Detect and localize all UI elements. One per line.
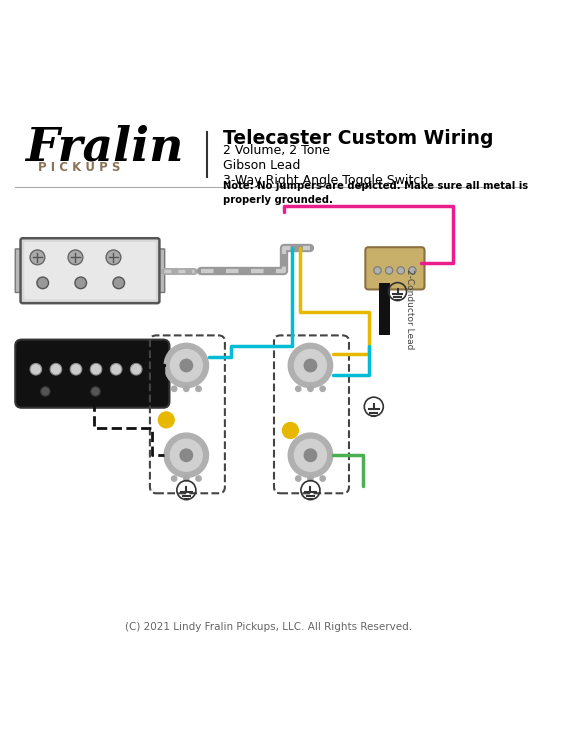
Text: 3-Way Right Angle Toggle Switch: 3-Way Right Angle Toggle Switch	[223, 174, 428, 187]
FancyBboxPatch shape	[20, 238, 159, 303]
Circle shape	[130, 364, 142, 375]
Circle shape	[288, 344, 332, 388]
Circle shape	[170, 350, 202, 382]
Circle shape	[320, 476, 325, 482]
Circle shape	[295, 476, 301, 482]
Text: P I C K U P S: P I C K U P S	[38, 161, 121, 174]
Circle shape	[158, 412, 174, 428]
Circle shape	[288, 433, 332, 478]
Circle shape	[70, 364, 82, 375]
Circle shape	[50, 364, 62, 375]
Circle shape	[90, 364, 102, 375]
Circle shape	[308, 386, 313, 392]
Circle shape	[283, 422, 298, 438]
Text: Gibson Lead: Gibson Lead	[223, 159, 301, 172]
Text: Fralin: Fralin	[25, 125, 184, 171]
Circle shape	[184, 386, 189, 392]
FancyBboxPatch shape	[24, 242, 156, 299]
Circle shape	[171, 476, 177, 482]
Circle shape	[37, 277, 49, 289]
Circle shape	[113, 277, 124, 289]
FancyBboxPatch shape	[365, 248, 424, 290]
Circle shape	[295, 386, 301, 392]
Circle shape	[171, 386, 177, 392]
Circle shape	[320, 386, 325, 392]
Bar	[379, 283, 390, 335]
FancyBboxPatch shape	[15, 249, 23, 292]
Circle shape	[111, 364, 122, 375]
Circle shape	[106, 250, 121, 265]
Text: 2 Volume, 2 Tone: 2 Volume, 2 Tone	[223, 144, 330, 158]
Circle shape	[41, 387, 50, 396]
Circle shape	[75, 277, 86, 289]
Circle shape	[164, 344, 208, 388]
Circle shape	[91, 387, 100, 396]
Circle shape	[386, 267, 393, 274]
Circle shape	[30, 250, 45, 265]
Circle shape	[184, 476, 189, 482]
Circle shape	[397, 267, 404, 274]
Circle shape	[304, 449, 317, 461]
Circle shape	[196, 386, 201, 392]
FancyBboxPatch shape	[157, 249, 164, 292]
Circle shape	[30, 364, 42, 375]
Circle shape	[295, 350, 327, 382]
Circle shape	[374, 267, 381, 274]
Circle shape	[164, 433, 208, 478]
Text: 2-Conductor Lead: 2-Conductor Lead	[405, 268, 415, 350]
Text: Note: No jumpers are depicted. Make sure all metal is
properly grounded.: Note: No jumpers are depicted. Make sure…	[223, 181, 529, 205]
Circle shape	[295, 440, 327, 471]
Circle shape	[68, 250, 83, 265]
Circle shape	[308, 476, 313, 482]
Text: Telecaster Custom Wiring: Telecaster Custom Wiring	[223, 130, 494, 149]
Circle shape	[180, 359, 193, 372]
Circle shape	[180, 449, 193, 461]
Circle shape	[304, 359, 317, 372]
Circle shape	[170, 440, 202, 471]
Text: (C) 2021 Lindy Fralin Pickups, LLC. All Rights Reserved.: (C) 2021 Lindy Fralin Pickups, LLC. All …	[124, 622, 412, 632]
Circle shape	[409, 267, 416, 274]
FancyBboxPatch shape	[15, 340, 170, 408]
Circle shape	[196, 476, 201, 482]
